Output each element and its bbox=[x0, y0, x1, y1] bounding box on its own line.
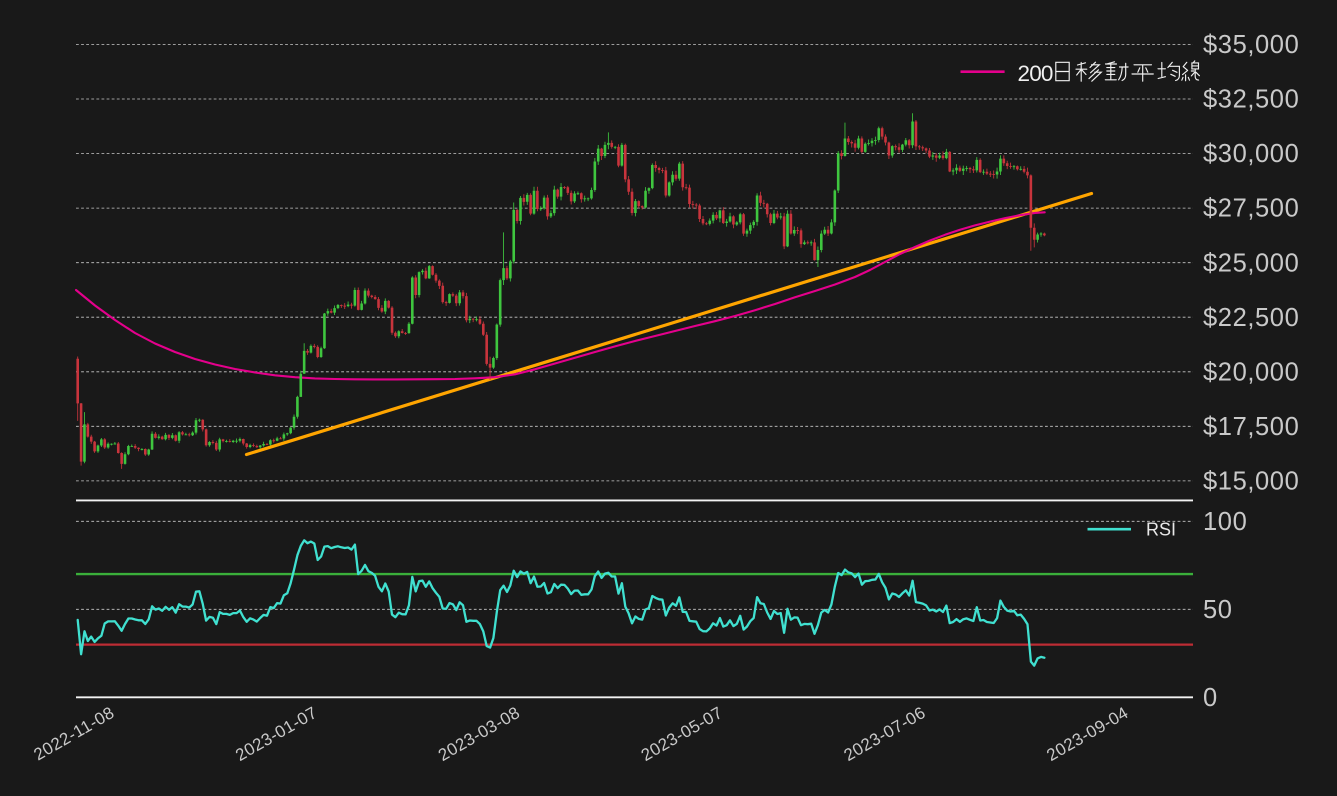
svg-text:$30,000: $30,000 bbox=[1203, 140, 1299, 168]
svg-text:$27,500: $27,500 bbox=[1203, 195, 1299, 223]
svg-text:100: 100 bbox=[1203, 508, 1247, 536]
svg-text:$32,500: $32,500 bbox=[1203, 86, 1299, 114]
svg-text:$22,500: $22,500 bbox=[1203, 304, 1299, 332]
svg-text:$25,000: $25,000 bbox=[1203, 249, 1299, 277]
svg-text:$17,500: $17,500 bbox=[1203, 413, 1299, 441]
svg-text:RSI: RSI bbox=[1146, 520, 1176, 540]
svg-text:50: 50 bbox=[1203, 596, 1233, 624]
svg-text:$15,000: $15,000 bbox=[1203, 468, 1299, 496]
svg-text:$35,000: $35,000 bbox=[1203, 31, 1299, 59]
svg-text:200: 200 bbox=[1018, 61, 1053, 86]
svg-text:$20,000: $20,000 bbox=[1203, 358, 1299, 386]
svg-text:0: 0 bbox=[1203, 684, 1218, 712]
